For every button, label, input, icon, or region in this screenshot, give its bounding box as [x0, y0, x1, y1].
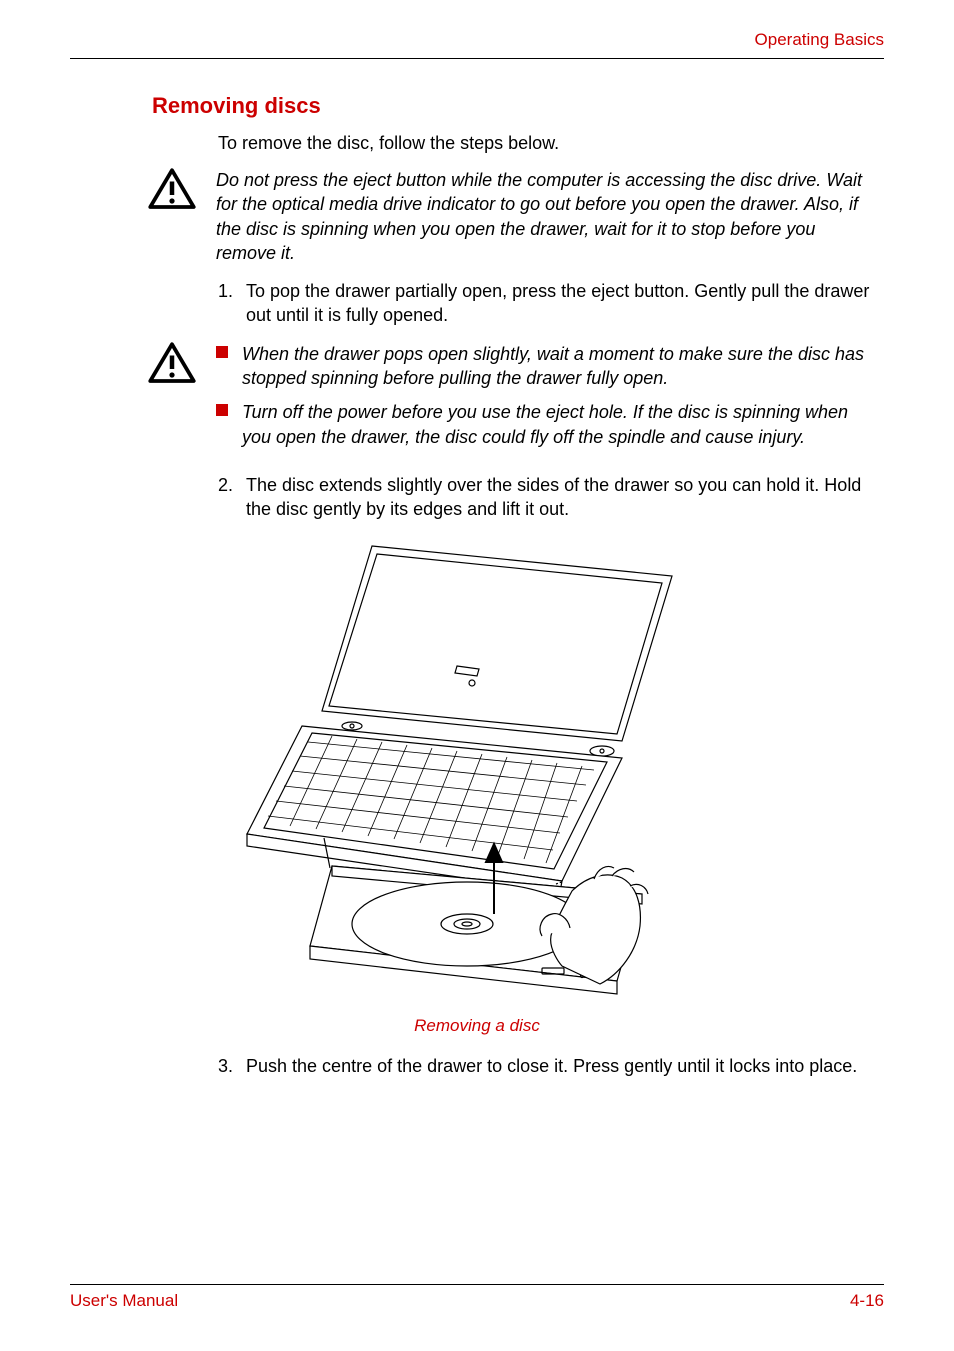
footer-rule [70, 1284, 884, 1285]
step-2: 2. The disc extends slightly over the si… [218, 473, 884, 522]
warning-text-1: Do not press the eject button while the … [216, 168, 884, 265]
page-footer: User's Manual 4-16 [70, 1284, 884, 1311]
warning-icon [148, 342, 196, 389]
step-3: 3. Push the centre of the drawer to clos… [218, 1054, 884, 1078]
figure-removing-disc [70, 536, 884, 1006]
warning-bullet-1: When the drawer pops open slightly, wait… [216, 342, 884, 391]
footer-left: User's Manual [70, 1291, 178, 1311]
step-3-num: 3. [218, 1054, 246, 1078]
bullet-marker-icon [216, 400, 242, 449]
chapter-header: Operating Basics [70, 30, 884, 50]
step-2-num: 2. [218, 473, 246, 522]
warning-bullet-1-text: When the drawer pops open slightly, wait… [242, 342, 878, 391]
step-1-num: 1. [218, 279, 246, 328]
warning-bullet-list: When the drawer pops open slightly, wait… [216, 342, 884, 459]
page-container: Operating Basics Removing discs To remov… [0, 0, 954, 1351]
section-title: Removing discs [152, 93, 884, 119]
footer-right: 4-16 [850, 1291, 884, 1311]
bullet-marker-icon [216, 342, 242, 391]
section-intro: To remove the disc, follow the steps bel… [218, 133, 884, 154]
step-2-text: The disc extends slightly over the sides… [246, 473, 884, 522]
step-3-text: Push the centre of the drawer to close i… [246, 1054, 884, 1078]
warning-block-1: Do not press the eject button while the … [70, 168, 884, 265]
warning-icon [148, 168, 196, 215]
header-rule [70, 58, 884, 59]
figure-caption: Removing a disc [70, 1016, 884, 1036]
warning-bullet-2-text: Turn off the power before you use the ej… [242, 400, 878, 449]
warning-bullet-2: Turn off the power before you use the ej… [216, 400, 884, 449]
step-1-text: To pop the drawer partially open, press … [246, 279, 884, 328]
warning-block-2: When the drawer pops open slightly, wait… [70, 342, 884, 459]
step-1: 1. To pop the drawer partially open, pre… [218, 279, 884, 328]
